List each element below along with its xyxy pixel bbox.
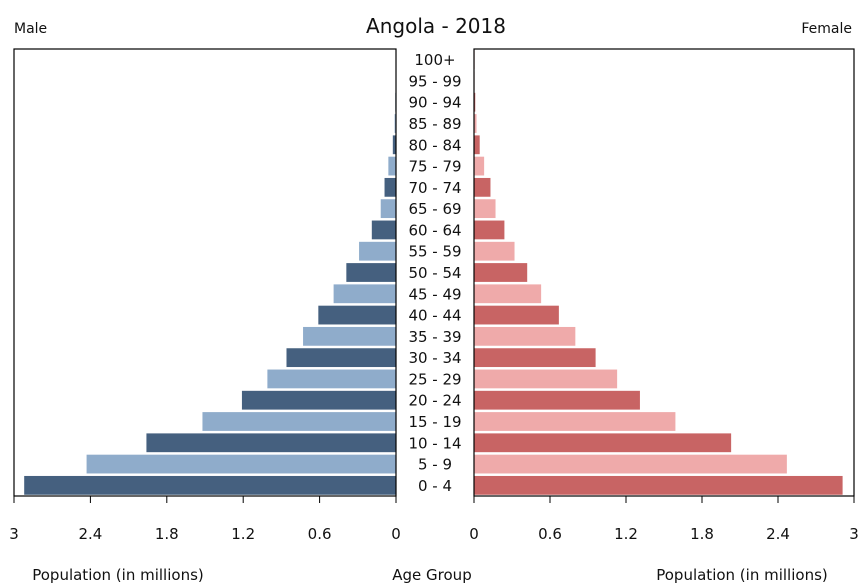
age-group-label: 100+ xyxy=(414,51,455,69)
age-group-label: 90 - 94 xyxy=(408,94,461,112)
male-x-axis-label: Population (in millions) xyxy=(32,566,204,584)
age-group-label: 0 - 4 xyxy=(418,477,452,495)
male-bar xyxy=(86,454,396,474)
age-group-label: 10 - 14 xyxy=(408,434,461,452)
male-bar xyxy=(267,369,396,389)
female-bar xyxy=(474,199,496,219)
male-bar xyxy=(318,305,396,325)
female-bar xyxy=(474,433,732,453)
male-tick-label: 2.4 xyxy=(78,525,102,543)
male-bar xyxy=(394,114,396,133)
male-bar xyxy=(346,263,396,282)
male-bar xyxy=(359,241,396,261)
female-bar xyxy=(474,412,676,431)
female-bar xyxy=(474,220,505,240)
female-bars xyxy=(474,50,843,495)
male-bar xyxy=(384,177,396,197)
female-bar xyxy=(474,390,640,410)
age-group-label: 15 - 19 xyxy=(408,413,461,431)
male-tick-label: 0 xyxy=(391,525,401,543)
age-group-axis-label: Age Group xyxy=(392,566,471,584)
male-bar xyxy=(303,326,396,346)
male-bar xyxy=(333,284,396,304)
age-group-label: 65 - 69 xyxy=(408,200,461,218)
female-bar xyxy=(474,92,476,112)
female-bar xyxy=(474,326,576,346)
male-bar xyxy=(286,348,396,368)
age-group-label: 85 - 89 xyxy=(408,115,461,133)
female-bar xyxy=(474,263,528,282)
age-group-label: 50 - 54 xyxy=(408,264,461,282)
age-group-label: 80 - 84 xyxy=(408,136,461,154)
female-tick-label: 3 xyxy=(849,525,859,543)
male-bar xyxy=(24,475,396,495)
female-bar xyxy=(474,114,477,133)
age-group-label: 35 - 39 xyxy=(408,328,461,346)
female-tick-label: 0.6 xyxy=(538,525,562,543)
female-tick-label: 1.8 xyxy=(690,525,714,543)
female-x-axis-label: Population (in millions) xyxy=(656,566,828,584)
female-x-axis: 0 0.6 1.2 1.8 2.4 3 xyxy=(469,496,859,543)
male-bar xyxy=(202,412,396,431)
female-bar xyxy=(474,156,485,176)
age-group-label: 40 - 44 xyxy=(408,307,461,325)
age-group-label: 95 - 99 xyxy=(408,72,461,90)
male-tick-label: 1.2 xyxy=(231,525,255,543)
male-bars xyxy=(24,50,397,495)
age-group-label: 55 - 59 xyxy=(408,243,461,261)
age-group-label: 75 - 79 xyxy=(408,158,461,176)
male-bar xyxy=(380,199,396,219)
age-group-label: 45 - 49 xyxy=(408,285,461,303)
age-group-label: 30 - 34 xyxy=(408,349,461,367)
age-group-label: 20 - 24 xyxy=(408,392,461,410)
male-x-axis: 3 2.4 1.8 1.2 0.6 0 xyxy=(9,496,401,543)
female-bar xyxy=(474,369,618,389)
age-group-labels: 100+ 95 - 99 90 - 94 85 - 89 80 - 84 75 - 79 7… xyxy=(408,51,461,495)
female-tick-label: 2.4 xyxy=(766,525,790,543)
age-group-label: 25 - 29 xyxy=(408,370,461,388)
age-group-label: 70 - 74 xyxy=(408,179,461,197)
male-bar xyxy=(241,390,396,410)
male-tick-label: 0.6 xyxy=(308,525,332,543)
female-bar xyxy=(474,135,480,155)
chart-title: Angola - 2018 xyxy=(366,14,506,38)
female-bar xyxy=(474,177,491,197)
female-bar xyxy=(474,305,559,325)
male-tick-label: 3 xyxy=(9,525,19,543)
age-group-label: 5 - 9 xyxy=(418,456,452,474)
female-plot-frame xyxy=(473,48,855,497)
female-bar xyxy=(474,284,542,304)
age-group-label: 60 - 64 xyxy=(408,221,461,239)
male-plot-frame xyxy=(13,48,397,497)
female-tick-label: 0 xyxy=(469,525,479,543)
male-label: Male xyxy=(14,21,47,37)
male-bar xyxy=(392,135,396,155)
female-bar xyxy=(474,348,596,368)
female-bar xyxy=(474,241,515,261)
female-bar xyxy=(474,454,787,474)
male-tick-label: 1.8 xyxy=(155,525,179,543)
male-bar xyxy=(388,156,396,176)
female-tick-label: 1.2 xyxy=(614,525,638,543)
male-bar xyxy=(146,433,396,453)
female-bar xyxy=(474,475,843,495)
female-label: Female xyxy=(801,21,852,37)
male-bar xyxy=(371,220,396,240)
